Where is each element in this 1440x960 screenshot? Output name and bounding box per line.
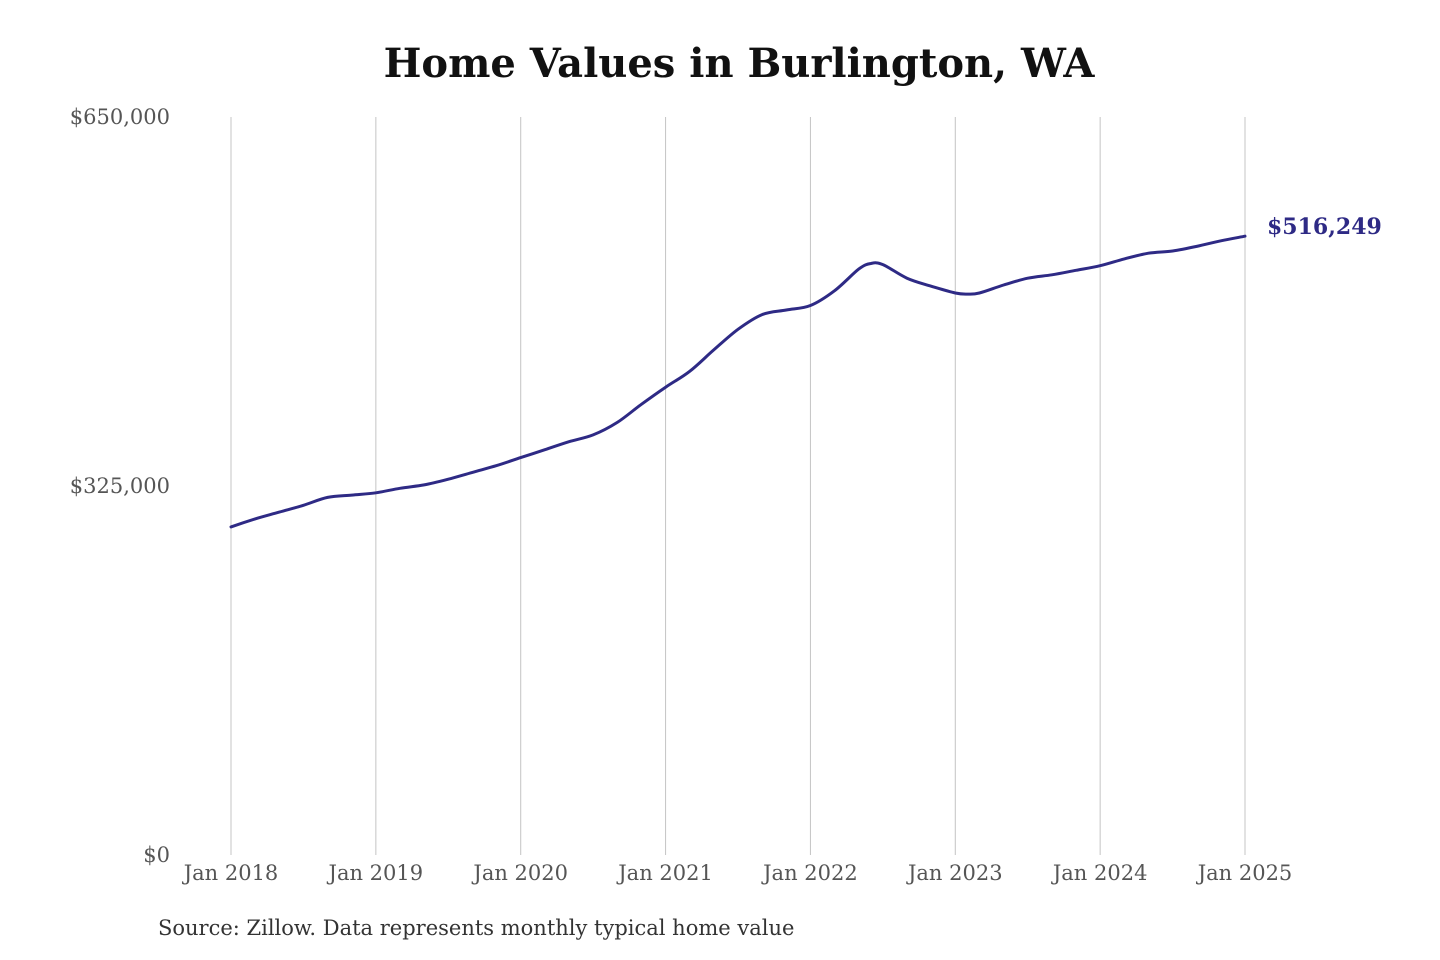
y-tick-label: $0 [143,843,170,867]
gridlines [230,117,1246,855]
source-note: Source: Zillow. Data represents monthly … [158,916,795,940]
x-tick-label: Jan 2023 [906,861,1003,885]
x-tick-label: Jan 2019 [327,861,424,885]
x-tick-label: Jan 2020 [471,861,568,885]
chart-title: Home Values in Burlington, WA [383,40,1095,87]
x-axis-ticks: Jan 2018 Jan 2019 Jan 2020 Jan 2021 Jan 2022… [182,861,1293,885]
series-layer [229,234,1247,529]
x-tick-label: Jan 2018 [182,861,279,885]
x-tick-label: Jan 2025 [1196,861,1293,885]
series-line [229,234,1247,529]
x-tick-label: Jan 2022 [761,861,858,885]
y-tick-label: $325,000 [70,474,170,498]
x-tick-label: Jan 2021 [616,861,713,885]
y-tick-label: $650,000 [70,105,170,129]
end-label-layer: $516,249 [1267,214,1382,240]
end-value-label: $516,249 [1267,214,1382,240]
y-axis-ticks: $0 $325,000 $650,000 [70,105,170,867]
x-tick-label: Jan 2024 [1051,861,1148,885]
